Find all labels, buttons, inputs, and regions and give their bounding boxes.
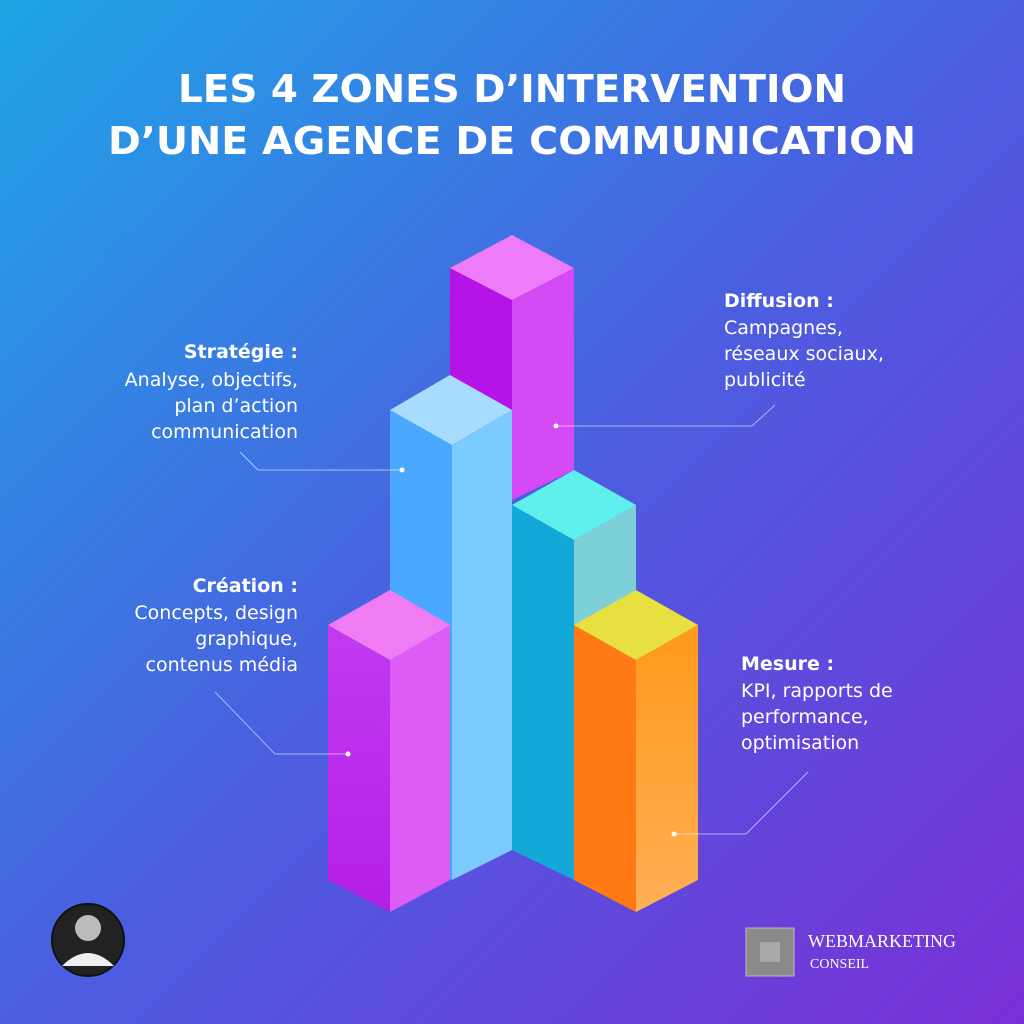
zone-text: performance, (741, 706, 869, 728)
avatar (51, 903, 125, 977)
zone-text: contenus média (146, 654, 298, 676)
logo: WEBMARKETING CONSEIL (745, 927, 956, 977)
logo-sub: CONSEIL (810, 957, 869, 972)
zone-text: publicité (724, 369, 806, 391)
zone-text: Analyse, objectifs, (125, 369, 298, 391)
zone-heading: Stratégie : (184, 341, 298, 363)
zone-text: Concepts, design (134, 602, 298, 624)
logo-name: WEBMARKETING (808, 931, 956, 951)
zone-text: KPI, rapports de (741, 680, 893, 702)
zone-text: Campagnes, (724, 317, 843, 339)
zone-heading: Mesure : (741, 653, 834, 675)
title: LES 4 ZONES D’INTERVENTION (178, 67, 846, 111)
connectors (214, 404, 809, 837)
zone-text: optimisation (741, 732, 859, 754)
zone-heading: Diffusion : (724, 290, 834, 312)
zone-diffusion: Diffusion : Campagnes, réseaux sociaux, … (724, 290, 884, 391)
zone-heading: Création : (193, 575, 298, 597)
zone-creation: Création : Concepts, design graphique, c… (134, 575, 298, 676)
zone-text: plan d’action (174, 395, 298, 417)
zone-text: réseaux sociaux, (724, 343, 884, 365)
bars (328, 235, 698, 912)
zone-text: communication (151, 421, 298, 443)
zone-mesure: Mesure : KPI, rapports de performance, o… (741, 653, 893, 754)
title: D’UNE AGENCE DE COMMUNICATION (108, 119, 916, 163)
zone-text: graphique, (195, 628, 298, 650)
zone-strategie: Stratégie : Analyse, objectifs, plan d’a… (125, 341, 298, 443)
